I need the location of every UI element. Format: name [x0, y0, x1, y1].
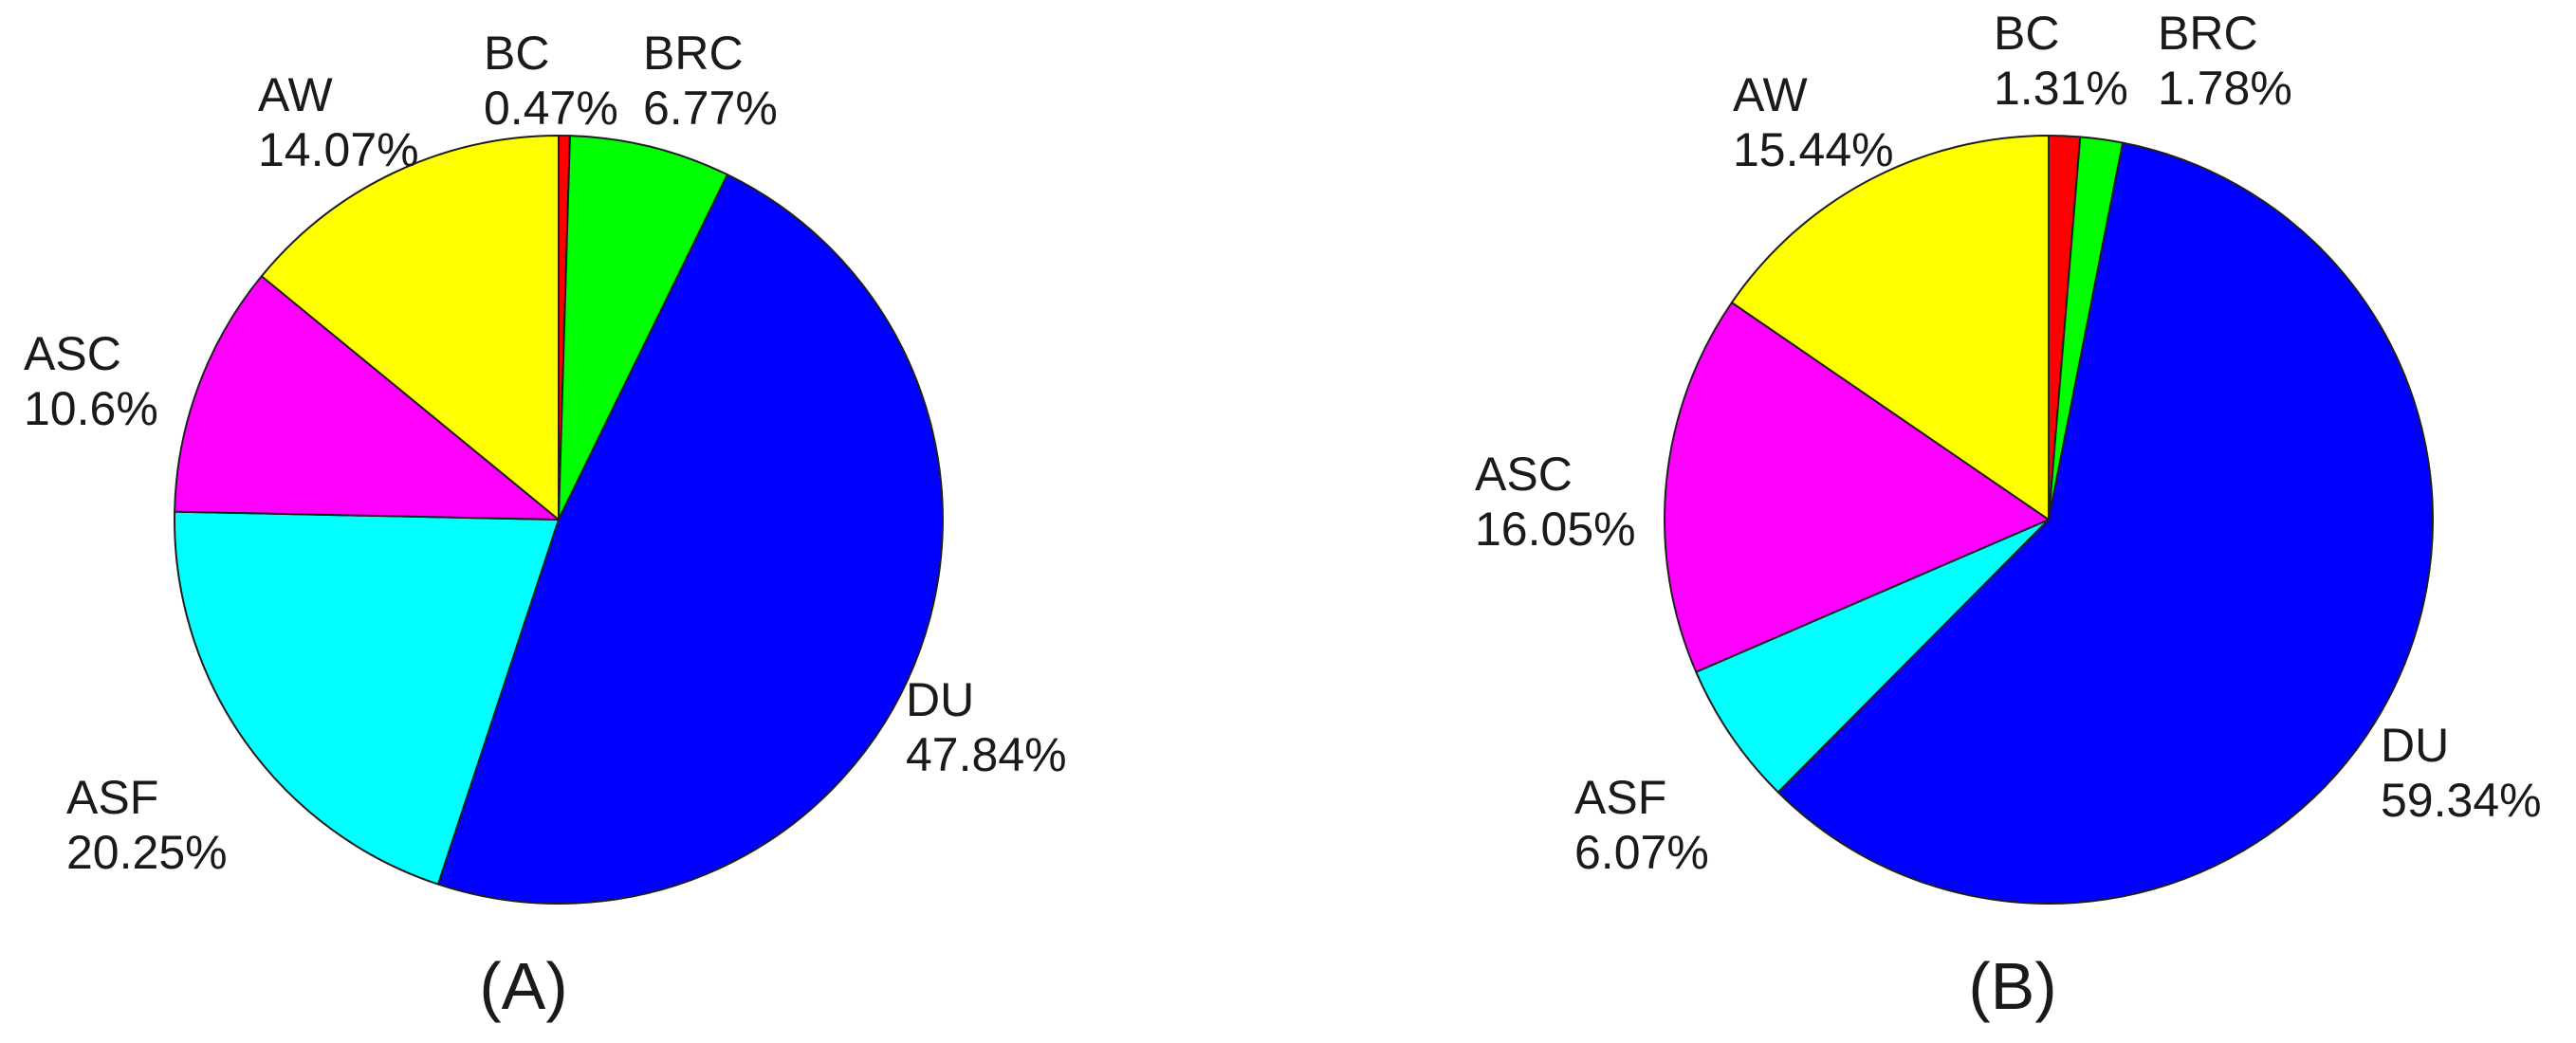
slice-name: AW: [258, 68, 333, 121]
pie-slice-asf: [174, 510, 560, 886]
slice-label-du: DU 47.84%: [906, 673, 1067, 781]
pie-chart-b: BC 1.31% BRC 1.78% DU 59.34% ASF 6.07% ASC 16.05%…: [1475, 7, 2542, 1023]
slice-label-asf: ASF 20.25%: [66, 771, 228, 879]
slice-name: BC: [1994, 7, 2059, 60]
slice-label-aw: AW 14.07%: [258, 68, 419, 176]
slice-name: AW: [1733, 68, 1808, 121]
pie-slice-aw: [1730, 135, 2050, 521]
slice-name: BRC: [2158, 7, 2258, 60]
slice-label-asc: ASC 10.6%: [24, 327, 158, 435]
pie-slice-asf: [1695, 519, 2050, 794]
slice-label-du: DU 59.34%: [2381, 719, 2542, 827]
pie-slice-asc: [174, 275, 560, 521]
pie-slice-du: [1776, 141, 2434, 905]
slice-label-asc: ASC 16.05%: [1475, 448, 1636, 556]
slice-label-bc: BC 1.31%: [1994, 7, 2128, 115]
slice-value: 14.07%: [258, 123, 419, 176]
slice-value: 1.78%: [2158, 62, 2292, 115]
slice-value: 20.25%: [66, 826, 228, 879]
slice-value: 1.31%: [1994, 62, 2128, 115]
pie-slice-aw: [260, 135, 560, 521]
panel-label: (A): [479, 949, 567, 1023]
slice-name: ASC: [24, 327, 121, 380]
slice-name: ASC: [1475, 448, 1573, 501]
panel-label: (B): [1968, 949, 2056, 1023]
pie-chart-a: BC 0.47%BRC 6.77%DU 47.84%ASF 20.25%ASC 10.6%…: [24, 27, 1067, 1023]
slice-value: 16.05%: [1475, 503, 1636, 556]
pie-slice-brc: [558, 135, 728, 521]
slice-name: DU: [2381, 719, 2449, 772]
slice-value: 6.07%: [1574, 826, 1709, 879]
slice-name: DU: [906, 673, 974, 726]
pie-slice-du: [436, 174, 944, 905]
slice-value: 59.34%: [2381, 774, 2542, 827]
slice-value: 15.44%: [1733, 123, 1894, 176]
slice-value: 0.47%: [484, 82, 618, 135]
slice-label-brc: BRC 1.78%: [2158, 7, 2292, 115]
slice-label-aw: AW 15.44%: [1733, 68, 1894, 176]
slice-label-bc: BC 0.47%: [484, 27, 618, 135]
slice-value: 10.6%: [24, 382, 158, 435]
slice-name: ASF: [66, 771, 158, 824]
slice-name: BC: [484, 27, 549, 80]
slice-value: 6.77%: [643, 82, 778, 135]
pie-slice-asc: [1664, 302, 2050, 673]
slice-value: 47.84%: [906, 728, 1067, 781]
slice-name: BRC: [643, 27, 744, 80]
slice-label-brc: BRC 6.77%: [643, 27, 778, 135]
slice-label-asf: ASF 6.07%: [1574, 771, 1709, 879]
slice-name: ASF: [1574, 771, 1666, 824]
